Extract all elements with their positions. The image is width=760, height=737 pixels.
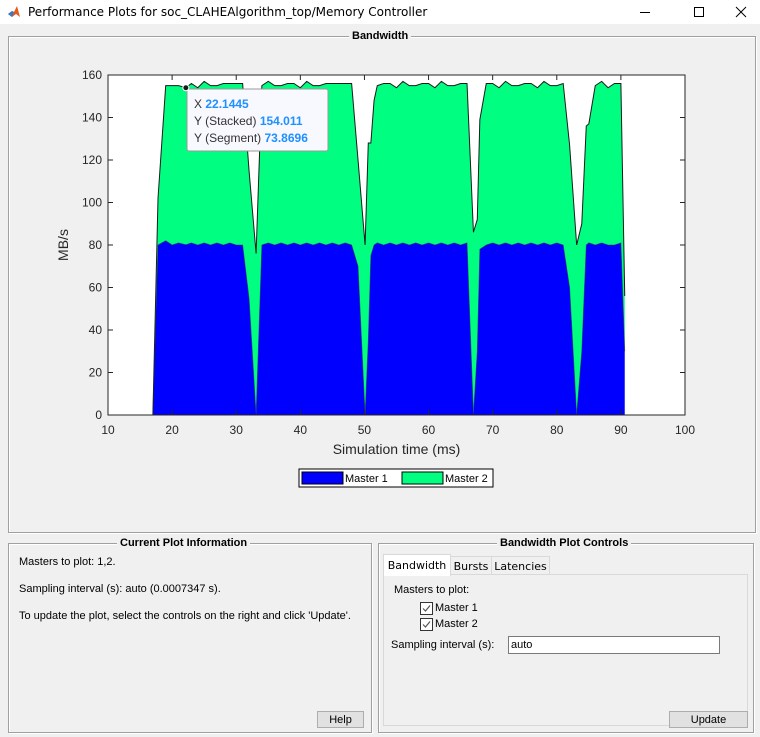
sampling-info-text: Sampling interval (s): auto (0.0007347 s… (19, 583, 221, 595)
master-2-area (152, 81, 625, 415)
bandwidth-panel-title: Bandwidth (349, 30, 412, 42)
masters-to-plot-label: Masters to plot: (394, 584, 470, 596)
tab-bandwidth[interactable]: Bandwidth (383, 554, 451, 576)
update-button[interactable]: Update (669, 711, 748, 728)
maximize-icon (694, 7, 704, 17)
svg-text:120: 120 (82, 153, 102, 167)
svg-text:40: 40 (89, 323, 103, 337)
current-plot-info-panel: Current Plot Information Masters to plot… (8, 537, 372, 733)
masters-info-text: Masters to plot: 1,2. (19, 556, 116, 568)
close-icon (735, 6, 747, 18)
y-axis-label: MB/s (55, 229, 71, 261)
help-button[interactable]: Help (317, 711, 364, 728)
svg-text:140: 140 (82, 111, 102, 125)
matlab-logo-icon (7, 5, 21, 19)
checkmark-icon (422, 621, 431, 628)
legend-master-2-swatch (401, 471, 444, 485)
svg-text:80: 80 (550, 423, 564, 437)
svg-text:40: 40 (294, 423, 308, 437)
master-2-label: Master 2 (435, 618, 478, 630)
data-tip[interactable]: X 22.1445 Y (Stacked) 154.011 Y (Segment) … (182, 84, 329, 152)
sampling-interval-input[interactable] (508, 636, 720, 654)
title-bar: Performance Plots for soc_CLAHEAlgorithm… (0, 0, 760, 24)
svg-text:10: 10 (101, 423, 115, 437)
svg-text:Master 1: Master 1 (345, 473, 388, 485)
update-hint-text: To update the plot, select the controls … (19, 610, 351, 622)
svg-text:30: 30 (230, 423, 244, 437)
master-1-label: Master 1 (435, 602, 478, 614)
chart-legend[interactable]: Master 1 Master 2 (298, 468, 494, 488)
svg-text:50: 50 (358, 423, 372, 437)
master-1-checkbox[interactable] (420, 602, 433, 615)
minimize-button[interactable] (622, 0, 668, 24)
svg-text:0: 0 (95, 408, 102, 422)
bandwidth-chart[interactable]: 10 20 30 40 50 60 70 80 90 100 0 20 40 60 80 100 120 140 1… (9, 37, 755, 532)
minimize-icon (640, 12, 650, 13)
svg-text:Y (Segment) 73.8696: Y (Segment) 73.8696 (194, 131, 308, 145)
master-1-area (152, 240, 625, 415)
tab-bursts[interactable]: Bursts (450, 556, 492, 576)
sampling-interval-label: Sampling interval (s): (391, 639, 495, 651)
bandwidth-plot-controls-panel: Bandwidth Plot Controls Bandwidth Bursts… (378, 537, 754, 733)
svg-text:X 22.1445: X 22.1445 (194, 97, 249, 111)
svg-text:20: 20 (89, 366, 103, 380)
tab-latencies[interactable]: Latencies (491, 556, 550, 576)
legend-master-1-swatch (301, 471, 344, 485)
master-2-checkbox[interactable] (420, 618, 433, 631)
checkmark-icon (422, 605, 431, 612)
svg-text:100: 100 (675, 423, 695, 437)
svg-text:Y (Stacked) 154.011: Y (Stacked) 154.011 (194, 114, 303, 128)
bandwidth-tab-content: Masters to plot: Master 1 Master 2 Sampl… (383, 574, 748, 726)
svg-text:60: 60 (422, 423, 436, 437)
svg-text:100: 100 (82, 196, 102, 210)
x-axis-label: Simulation time (ms) (333, 441, 461, 457)
svg-text:Master 2: Master 2 (445, 473, 488, 485)
svg-text:80: 80 (89, 238, 103, 252)
close-button[interactable] (718, 0, 760, 24)
window-title: Performance Plots for soc_CLAHEAlgorithm… (28, 5, 428, 19)
maximize-button[interactable] (676, 0, 722, 24)
info-panel-title: Current Plot Information (117, 537, 251, 549)
svg-text:90: 90 (614, 423, 628, 437)
svg-text:20: 20 (165, 423, 179, 437)
svg-text:70: 70 (486, 423, 500, 437)
svg-text:160: 160 (82, 68, 102, 82)
svg-text:60: 60 (89, 281, 103, 295)
data-tip-marker (182, 84, 190, 92)
bandwidth-panel: Bandwidth 10 20 30 40 50 60 70 80 90 100 0 20 40 60 80… (8, 30, 756, 533)
controls-panel-title: Bandwidth Plot Controls (497, 537, 632, 549)
